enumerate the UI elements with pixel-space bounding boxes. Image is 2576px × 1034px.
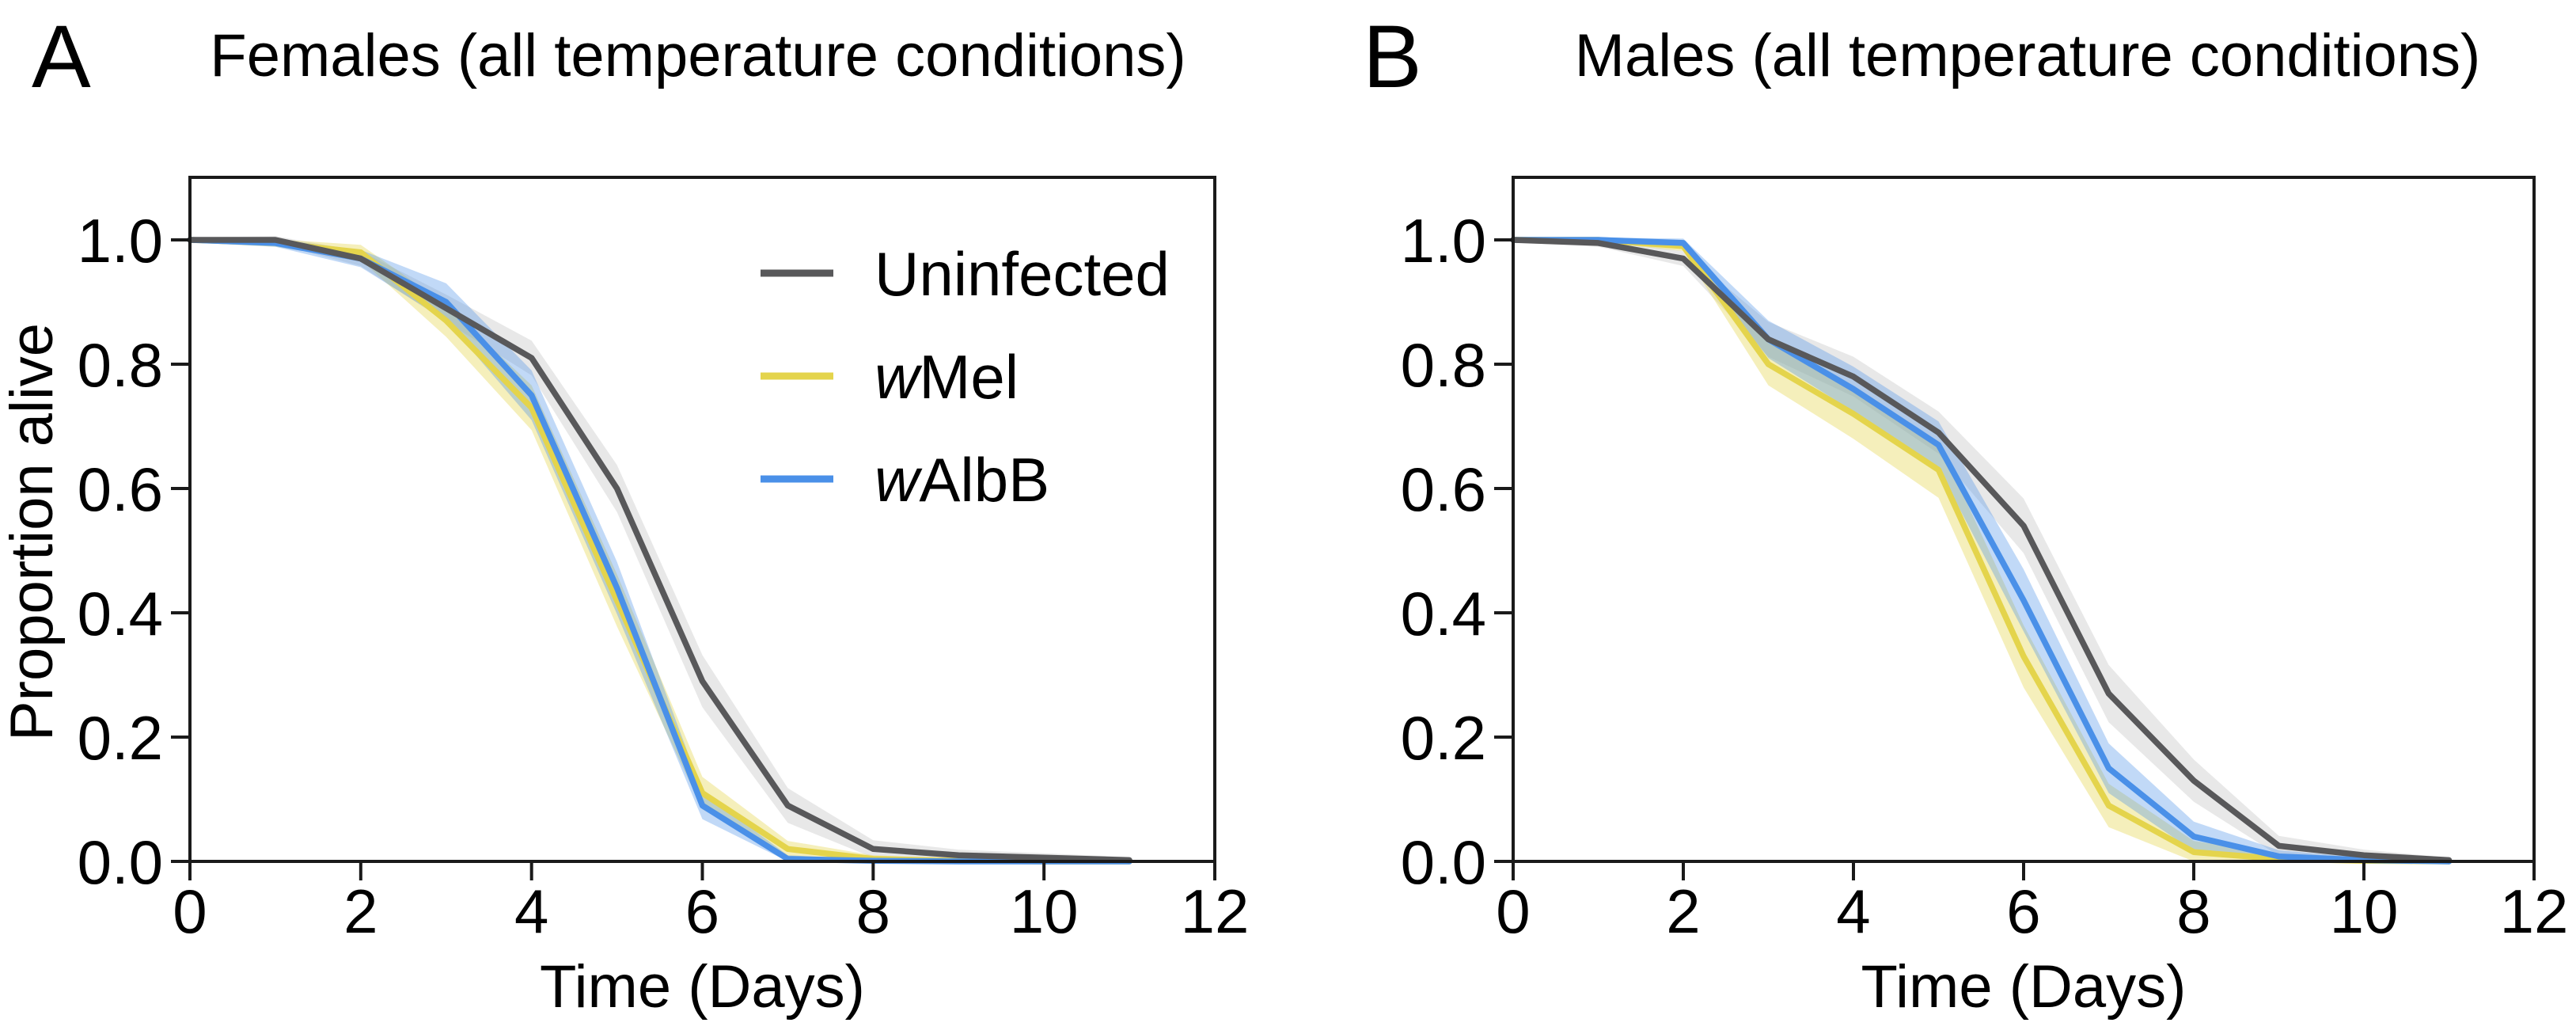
panel-a-band-walbb	[190, 237, 1130, 861]
legend-label-wmel: wMel	[874, 342, 1019, 412]
panel-a-y-tick-label: 1.0	[78, 206, 163, 276]
panel-b-y-tick-label: 0.2	[1401, 703, 1486, 773]
panel-a-x-tick-label: 12	[1181, 876, 1250, 946]
panel-a-x-tick-label: 0	[173, 876, 207, 946]
panel-a-y-tick-label: 0.6	[78, 454, 163, 524]
panel-b-x-tick-label: 0	[1496, 876, 1530, 946]
panel-b: 0 2 4 6 8 10 12 1.0 0.8 0.6 0.4 0.2 0.0 B Males (all t…	[1363, 7, 2568, 1021]
panel-b-line-uninfected	[1510, 237, 2453, 864]
panel-a-x-tick-label: 6	[685, 876, 719, 946]
panel-b-x-axis-label: Time (Days)	[1861, 953, 2187, 1021]
legend-label-walbb: wAlbB	[874, 445, 1049, 515]
panel-a-line-walbb	[187, 237, 1132, 865]
panel-b-y-tick-label: 1.0	[1401, 206, 1486, 276]
legend: Uninfected wMel wAlbB	[761, 239, 1170, 515]
panel-b-x-tick-label: 8	[2176, 876, 2210, 946]
panel-b-title: Males (all temperature conditions)	[1575, 22, 2481, 89]
panel-b-band-walbb	[1513, 237, 2449, 861]
panel-a-y-tick-label: 0.4	[78, 579, 163, 648]
panel-b-x-tick-label: 2	[1666, 876, 1700, 946]
legend-label-uninfected: Uninfected	[874, 239, 1170, 309]
panel-a-x-tick-label: 8	[856, 876, 890, 946]
panel-a-band-uninfected	[190, 236, 1130, 861]
panel-a-x-tick-label: 10	[1010, 876, 1079, 946]
panel-b-y-tick-label: 0.8	[1401, 330, 1486, 400]
panel-b-x-tick-label: 12	[2500, 876, 2569, 946]
panel-a-title: Females (all temperature conditions)	[210, 22, 1186, 89]
panel-b-x-tick-label: 10	[2330, 876, 2399, 946]
panel-b-y-tick-label: 0.6	[1401, 454, 1486, 524]
panel-a-band-wmel	[190, 237, 1130, 861]
panel-b-x-tick-label: 4	[1836, 876, 1870, 946]
panel-a-y-tick-label: 0.0	[78, 827, 163, 897]
panel-b-letter: B	[1363, 7, 1422, 106]
panel-a-y-axis-label: Proportion alive	[0, 323, 66, 741]
panel-b-y-tick-label: 0.4	[1401, 579, 1486, 648]
panel-b-line-walbb	[1510, 237, 2453, 865]
panel-a-y-tick-label: 0.2	[78, 703, 163, 773]
panel-a-line-wmel	[187, 237, 1132, 865]
panel-b-y-tick-label: 0.0	[1401, 827, 1486, 897]
panel-b-band-wmel	[1513, 237, 2449, 861]
panel-a-x-tick-label: 4	[514, 876, 548, 946]
panel-a-y-tick-label: 0.8	[78, 330, 163, 400]
panel-a-x-axis-label: Time (Days)	[540, 953, 865, 1021]
panel-a-line-uninfected	[187, 237, 1132, 864]
panel-a-x-tick-label: 2	[343, 876, 377, 946]
panel-a-letter: A	[32, 7, 91, 106]
panel-b-x-tick-label: 6	[2006, 876, 2040, 946]
panel-a: 0 2 4 6 8 10 12 1.0 0.8 0.6 0.4 0.2 0.0 A Females (all…	[0, 7, 1249, 1021]
